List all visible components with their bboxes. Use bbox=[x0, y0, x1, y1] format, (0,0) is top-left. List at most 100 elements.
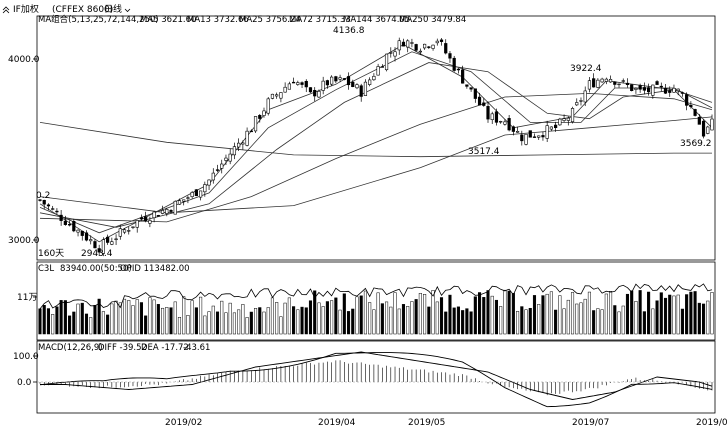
volume-indicator-label[interactable]: C3L bbox=[38, 264, 54, 274]
candle bbox=[63, 215, 67, 226]
volume-panel[interactable] bbox=[36, 261, 716, 341]
candle bbox=[291, 77, 296, 84]
candle-body bbox=[672, 87, 676, 93]
candle bbox=[706, 125, 710, 135]
candle bbox=[562, 114, 566, 123]
candle-body bbox=[380, 66, 384, 68]
volume-bar bbox=[313, 290, 317, 335]
volume-bar bbox=[258, 307, 262, 335]
candle-body bbox=[439, 39, 444, 42]
ma-line-ma13 bbox=[39, 51, 713, 234]
volume-bar bbox=[118, 302, 122, 335]
candle bbox=[380, 64, 384, 68]
ma-combo-label[interactable]: MA组合(5,13,25,72,144,250) bbox=[38, 14, 159, 25]
candle bbox=[317, 89, 321, 98]
volume-bar bbox=[592, 310, 596, 335]
volume-bar bbox=[51, 314, 55, 335]
volume-bar bbox=[177, 317, 182, 335]
macd-panel[interactable] bbox=[36, 340, 716, 414]
macd-tick-0: 0.0 bbox=[17, 378, 32, 388]
candle bbox=[270, 93, 275, 100]
volume-bar bbox=[152, 299, 156, 335]
candle-body bbox=[279, 92, 283, 99]
volume-bar bbox=[63, 300, 67, 335]
volume-bar bbox=[444, 311, 448, 335]
candle-body bbox=[359, 85, 363, 97]
candle-body bbox=[72, 220, 76, 232]
volume-bar bbox=[122, 298, 127, 335]
candle-body bbox=[304, 80, 308, 88]
macd-value: -43.61 bbox=[183, 343, 210, 353]
candle-body bbox=[118, 228, 122, 237]
volume-bar bbox=[532, 295, 537, 335]
candle bbox=[655, 80, 659, 85]
candle-body bbox=[203, 184, 207, 193]
volume-bar bbox=[499, 306, 503, 335]
candle-body bbox=[545, 125, 549, 139]
candle-body bbox=[515, 131, 520, 133]
candle bbox=[296, 80, 300, 86]
candle-body bbox=[448, 53, 452, 59]
volume-bar bbox=[304, 307, 308, 335]
volume-bar bbox=[537, 304, 541, 335]
volume-bar bbox=[503, 289, 507, 335]
chevron-down-icon[interactable] bbox=[124, 8, 131, 13]
candle bbox=[211, 168, 215, 184]
candle-body bbox=[363, 81, 368, 96]
instrument-name[interactable]: IF加权 bbox=[13, 3, 39, 15]
price-panel[interactable] bbox=[36, 15, 716, 261]
candle bbox=[67, 220, 72, 227]
volume-bar bbox=[262, 311, 266, 335]
macd-indicator-label[interactable]: MACD(12,26,9) bbox=[38, 343, 103, 353]
candle-body bbox=[114, 238, 118, 241]
candle bbox=[135, 219, 139, 233]
candle-body bbox=[423, 43, 427, 49]
candle-body bbox=[461, 69, 465, 84]
candle-body bbox=[152, 211, 156, 219]
candle bbox=[262, 107, 266, 118]
volume-bar bbox=[469, 311, 473, 335]
candle bbox=[215, 164, 220, 173]
candle bbox=[456, 68, 461, 74]
candle bbox=[173, 200, 177, 215]
volume-bar bbox=[587, 291, 591, 335]
volume-bar bbox=[330, 300, 334, 335]
candle-body bbox=[224, 157, 228, 161]
candle bbox=[283, 82, 287, 93]
candle-body bbox=[241, 142, 245, 145]
volume-bar bbox=[279, 316, 283, 335]
candle-body bbox=[482, 102, 486, 106]
candle-body bbox=[575, 102, 579, 106]
period-selector[interactable]: 日线 bbox=[104, 3, 122, 15]
volume-bar bbox=[127, 300, 131, 335]
volume-bar bbox=[625, 293, 630, 335]
candle bbox=[638, 83, 642, 93]
candle bbox=[152, 210, 156, 223]
candle bbox=[524, 133, 528, 146]
candle bbox=[148, 216, 152, 228]
candlesticks[interactable] bbox=[38, 37, 714, 257]
candle bbox=[203, 181, 207, 197]
candle bbox=[308, 87, 313, 94]
volume-bar bbox=[55, 306, 59, 335]
candle bbox=[334, 75, 338, 84]
candle bbox=[313, 87, 317, 102]
candle bbox=[220, 159, 224, 174]
candle bbox=[118, 224, 122, 240]
volume-bar bbox=[389, 306, 393, 335]
time-tick-2019-05: 2019/05 bbox=[408, 418, 445, 428]
volume-bar bbox=[685, 294, 689, 335]
candle-body bbox=[465, 84, 469, 87]
candle bbox=[693, 108, 697, 117]
collapse-icon[interactable] bbox=[2, 6, 10, 14]
candle bbox=[532, 133, 537, 138]
candle bbox=[228, 148, 232, 165]
volume-bar bbox=[554, 309, 558, 335]
ma-line-ma144 bbox=[39, 116, 713, 214]
volume-bar bbox=[283, 302, 287, 335]
candle-body bbox=[401, 41, 406, 47]
volume-bar bbox=[570, 292, 575, 335]
volume-bar bbox=[325, 301, 329, 335]
candle-body bbox=[63, 220, 67, 225]
